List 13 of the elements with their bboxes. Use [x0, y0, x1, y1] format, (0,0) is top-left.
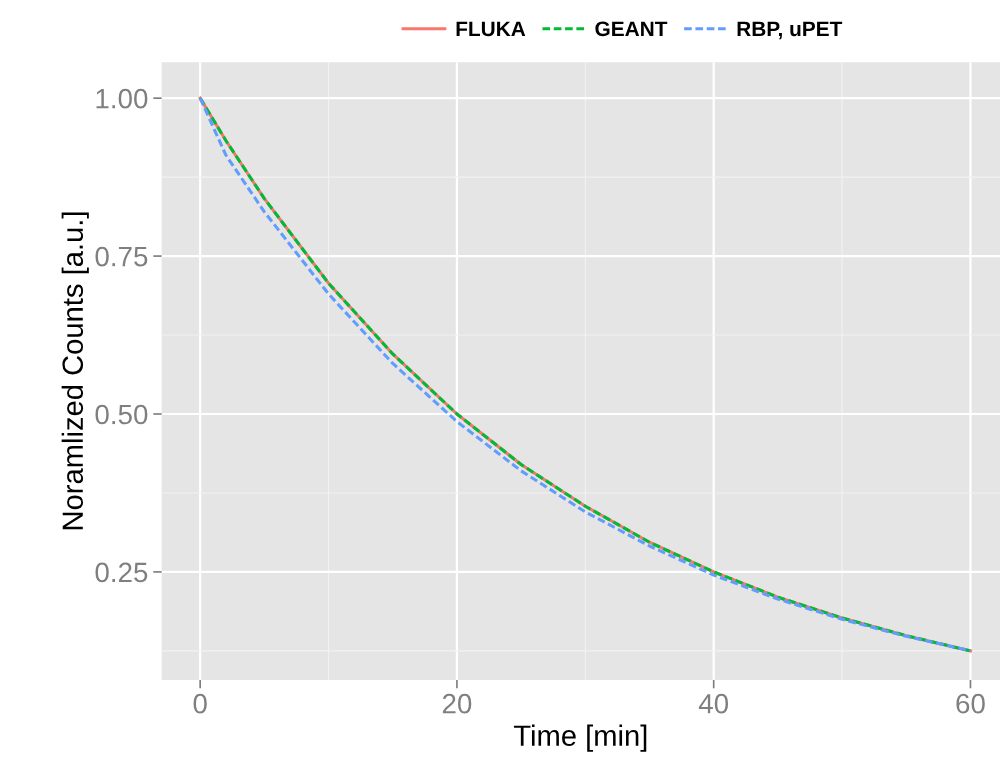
y-tick-label: 0.75	[95, 246, 148, 267]
x-tick-label: 40	[698, 693, 729, 714]
y-axis-title: Noramlized Counts [a.u.]	[61, 212, 89, 530]
x-tick-label: 20	[442, 693, 472, 714]
y-tick-label: 0.50	[95, 404, 148, 425]
legend-label: RBP, uPET	[737, 21, 843, 40]
y-tick-label: 0.25	[95, 562, 148, 583]
x-tick-label: 0	[193, 693, 207, 714]
x-axis-title: Time [min]	[513, 724, 647, 752]
legend-label: FLUKA	[456, 21, 526, 37]
legend-label: GEANT	[595, 21, 668, 37]
x-tick-label: 60	[956, 693, 985, 714]
y-tick-label: 1.00	[96, 88, 148, 109]
